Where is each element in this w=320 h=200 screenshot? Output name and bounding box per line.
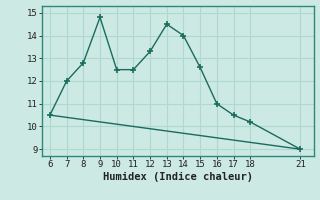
X-axis label: Humidex (Indice chaleur): Humidex (Indice chaleur) [103,172,252,182]
